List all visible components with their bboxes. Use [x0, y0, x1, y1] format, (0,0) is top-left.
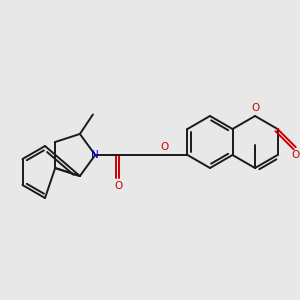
Text: N: N: [91, 150, 99, 160]
Text: O: O: [251, 103, 259, 113]
Text: O: O: [160, 142, 168, 152]
Text: O: O: [292, 150, 300, 160]
Text: O: O: [115, 182, 123, 191]
